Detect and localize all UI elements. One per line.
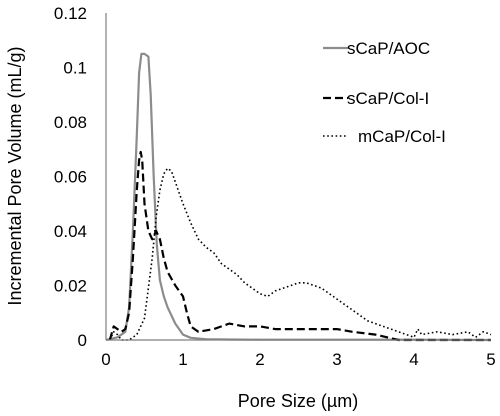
x-tick-label: 0 [101, 350, 110, 369]
x-tick-label: 2 [255, 350, 264, 369]
x-tick-label: 5 [486, 350, 495, 369]
series-line-scap-col-i [108, 150, 491, 342]
y-tick-label: 0.12 [54, 4, 87, 23]
y-tick-label: 0.08 [54, 113, 87, 132]
y-tick-label: 0.06 [54, 168, 87, 187]
legend-label: sCaP/AOC [347, 39, 430, 58]
axes [105, 13, 491, 341]
x-axis-title: Pore Size (µm) [238, 391, 358, 411]
x-tick-label: 3 [332, 350, 341, 369]
y-axis-title: Incremental Pore Volume (mL/g) [5, 46, 25, 305]
series-line-mcap-col-i [109, 167, 492, 341]
y-tick-label: 0.02 [54, 277, 87, 296]
x-tick-label: 4 [409, 350, 418, 369]
legend-label: mCaP/Col-I [358, 127, 446, 146]
x-tick-label: 1 [178, 350, 187, 369]
legend: sCaP/AOC sCaP/Col-I mCaP/Col-I [323, 39, 446, 146]
y-tick-label: 0 [78, 331, 87, 350]
legend-label: sCaP/Col-I [347, 89, 429, 108]
x-tick-labels: 0 1 2 3 4 5 [101, 350, 495, 369]
y-tick-label: 0.04 [54, 222, 87, 241]
y-tick-labels: 0 0.02 0.04 0.06 0.08 0.1 0.12 [54, 4, 87, 350]
plot-area [105, 52, 492, 342]
y-tick-label: 0.1 [63, 59, 87, 78]
series-line-scap-aoc [105, 52, 492, 342]
